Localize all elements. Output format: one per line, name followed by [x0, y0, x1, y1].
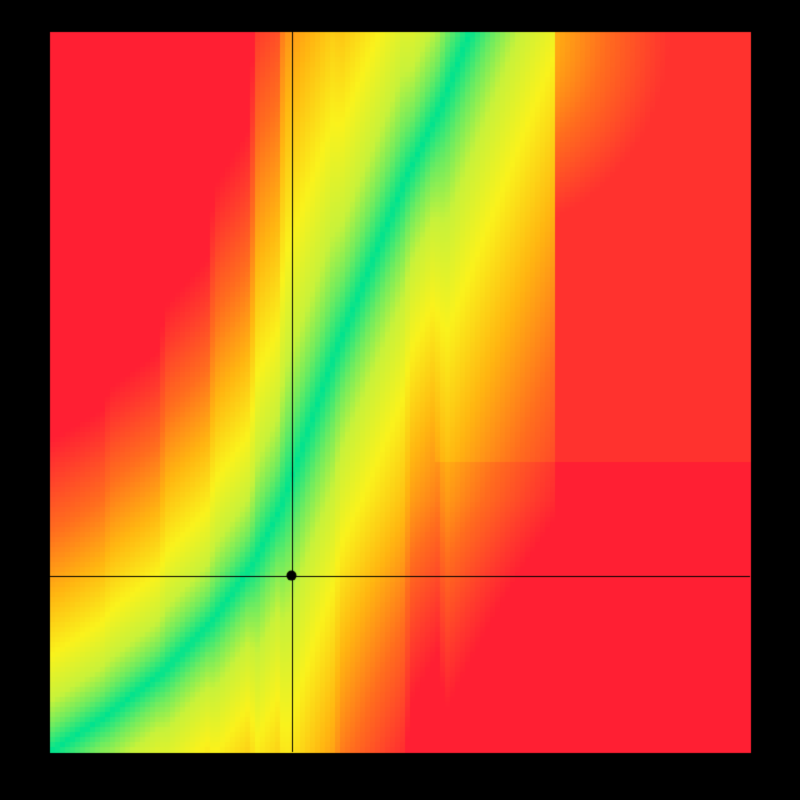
heatmap-canvas: [0, 0, 800, 800]
chart-container: TheBottleneck.com: [0, 0, 800, 800]
